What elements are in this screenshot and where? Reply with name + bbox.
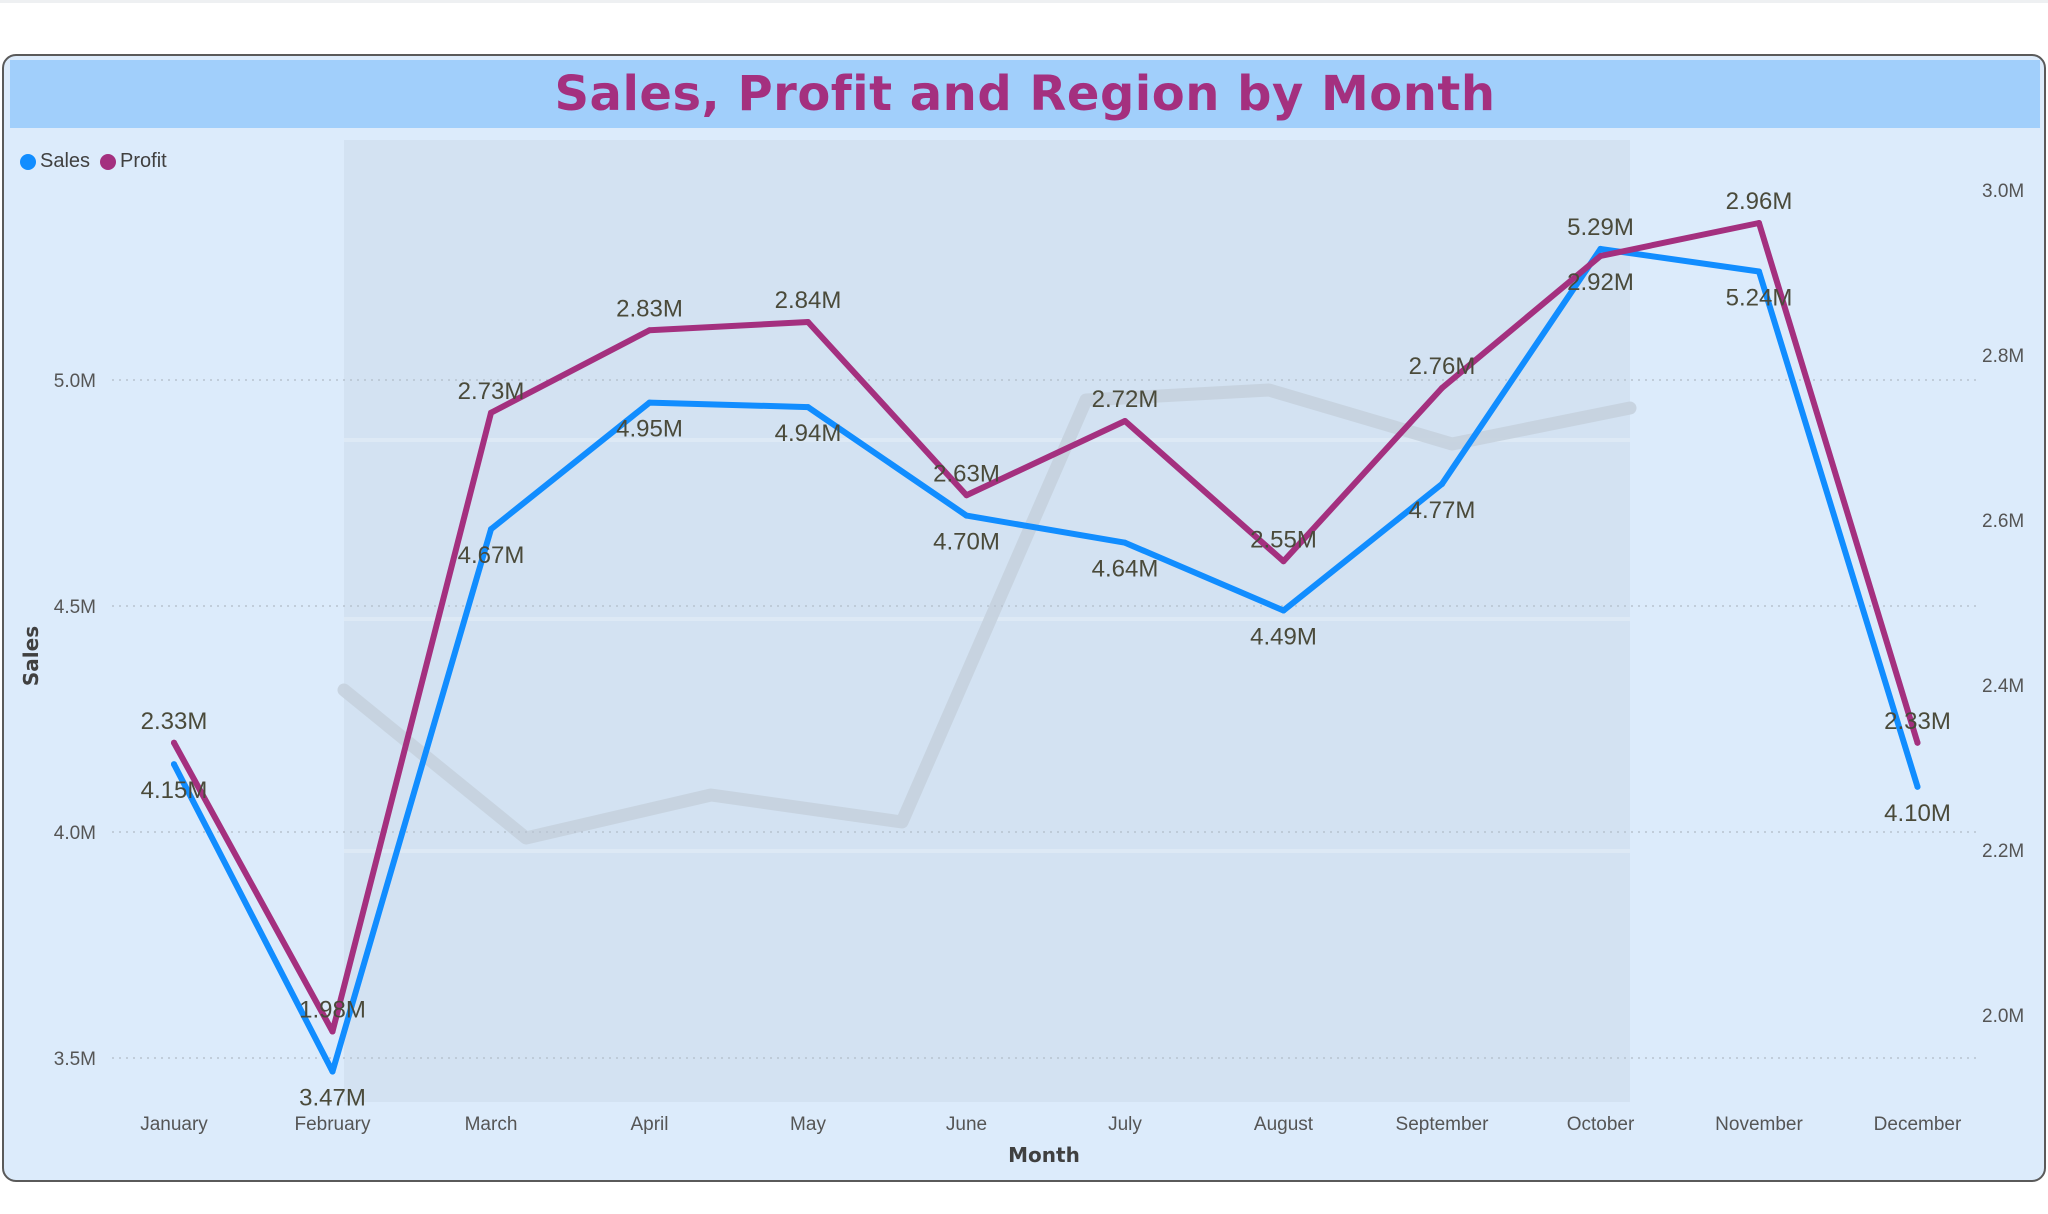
- sales-data-label-august: 4.49M: [1250, 624, 1317, 651]
- y-right-tick-label: 2.0M: [1982, 1006, 2024, 1027]
- x-tick-label-march: March: [465, 1114, 518, 1135]
- profit-data-label-april: 2.83M: [616, 295, 683, 322]
- x-tick-label-april: April: [630, 1114, 668, 1135]
- profit-data-label-march: 2.73M: [458, 378, 525, 405]
- x-tick-label-november: November: [1715, 1114, 1803, 1135]
- y-right-tick-label: 2.6M: [1982, 511, 2024, 532]
- profit-data-label-july: 2.72M: [1092, 386, 1159, 413]
- profit-point-april: [646, 327, 653, 334]
- top-rule: [0, 0, 2048, 3]
- legend-dot-sales: [20, 153, 36, 170]
- sales-point-december: [1914, 783, 1921, 790]
- x-tick-label-january: January: [140, 1114, 208, 1135]
- y-right-tick-label: 3.0M: [1982, 181, 2024, 202]
- legend-item-profit[interactable]: Profit: [100, 150, 167, 173]
- profit-point-december: [1914, 739, 1921, 746]
- sales-point-september: [1439, 480, 1445, 487]
- sales-data-label-november: 5.24M: [1726, 285, 1793, 312]
- sales-point-january: [171, 761, 177, 768]
- y-left-tick-label: 4.5M: [54, 597, 96, 618]
- sales-data-label-april: 4.95M: [616, 416, 683, 443]
- profit-point-july: [1122, 418, 1128, 424]
- sales-data-label-january: 4.15M: [141, 777, 208, 804]
- profit-point-june: [963, 492, 970, 499]
- x-tick-label-october: October: [1567, 1114, 1635, 1135]
- legend-dot-profit: [100, 153, 117, 170]
- sales-data-label-december: 4.10M: [1884, 800, 1951, 827]
- line-chart[interactable]: 3.5M 4.0M 4.5M 5.0M 2.0M 2.2M 2.4M 2.6M 2.8M 3.0M…: [4, 56, 2046, 1182]
- sales-point-february: [329, 1068, 336, 1075]
- background-shape-line: [337, 383, 1637, 845]
- x-axis-title: Month: [1008, 1143, 1080, 1167]
- x-tick-label-september: September: [1396, 1114, 1490, 1135]
- x-tick-label-february: February: [294, 1114, 371, 1135]
- legend-label-sales: Sales: [40, 150, 91, 172]
- x-tick-label-august: August: [1254, 1114, 1314, 1135]
- y-right-tick-label: 2.8M: [1982, 346, 2024, 367]
- x-tick-label-may: May: [790, 1114, 826, 1135]
- sales-point-may: [805, 404, 811, 411]
- sales-point-october: [1597, 245, 1604, 252]
- profit-data-label-may: 2.84M: [775, 287, 842, 314]
- profit-data-label-december: 2.33M: [1884, 708, 1951, 735]
- y-right-tick-label: 2.2M: [1982, 841, 2024, 862]
- profit-point-august: [1280, 558, 1287, 565]
- sales-point-june: [963, 512, 970, 519]
- background-band: [344, 438, 1630, 442]
- profit-data-label-october: 2.92M: [1567, 269, 1634, 296]
- sales-data-label-march: 4.67M: [458, 542, 525, 569]
- chart-card: Sales, Profit and Region by Month Sales …: [2, 54, 2046, 1182]
- profit-data-label-september: 2.76M: [1409, 353, 1476, 380]
- chart-title: Sales, Profit and Region by Month: [554, 66, 1496, 122]
- sales-data-label-july: 4.64M: [1092, 556, 1159, 583]
- sales-data-label-september: 4.77M: [1409, 497, 1476, 524]
- profit-point-may: [805, 319, 811, 325]
- sales-data-label-may: 4.94M: [775, 420, 842, 447]
- background-band: [344, 849, 1630, 853]
- x-tick-label-june: June: [946, 1114, 987, 1135]
- profit-data-label-june: 2.63M: [933, 460, 1000, 487]
- sales-data-label-february: 3.47M: [299, 1085, 366, 1112]
- sales-point-july: [1122, 539, 1128, 546]
- profit-point-november: [1756, 220, 1762, 226]
- profit-point-september: [1439, 385, 1445, 391]
- profit-point-october: [1597, 253, 1604, 259]
- profit-data-label-january: 2.33M: [141, 708, 208, 735]
- y-right-tick-label: 2.4M: [1982, 676, 2024, 697]
- sales-data-label-october: 5.29M: [1567, 214, 1634, 241]
- profit-point-march: [488, 409, 494, 416]
- sales-point-august: [1280, 607, 1287, 614]
- y-left-tick-label: 3.5M: [54, 1049, 96, 1070]
- profit-point-february: [329, 1028, 336, 1035]
- profit-data-label-november: 2.96M: [1726, 188, 1793, 215]
- profit-point-january: [171, 739, 177, 746]
- profit-data-label-august: 2.55M: [1250, 526, 1317, 553]
- y-left-tick-label: 5.0M: [54, 371, 96, 392]
- x-tick-label-july: July: [1108, 1114, 1142, 1135]
- sales-point-april: [646, 399, 653, 406]
- sales-point-november: [1756, 268, 1762, 275]
- sales-point-march: [488, 526, 494, 533]
- y-left-tick-label: 4.0M: [54, 823, 96, 844]
- profit-data-label-february: 1.98M: [299, 997, 366, 1024]
- legend[interactable]: Sales Profit: [20, 150, 167, 173]
- y-axis-title: Sales: [19, 626, 43, 686]
- legend-item-sales[interactable]: Sales: [20, 150, 90, 173]
- title-bar: Sales, Profit and Region by Month: [10, 60, 2040, 128]
- x-tick-label-december: December: [1874, 1114, 1962, 1135]
- sales-data-label-june: 4.70M: [933, 529, 1000, 556]
- profit-line: [171, 220, 1921, 1035]
- legend-label-profit: Profit: [120, 150, 167, 172]
